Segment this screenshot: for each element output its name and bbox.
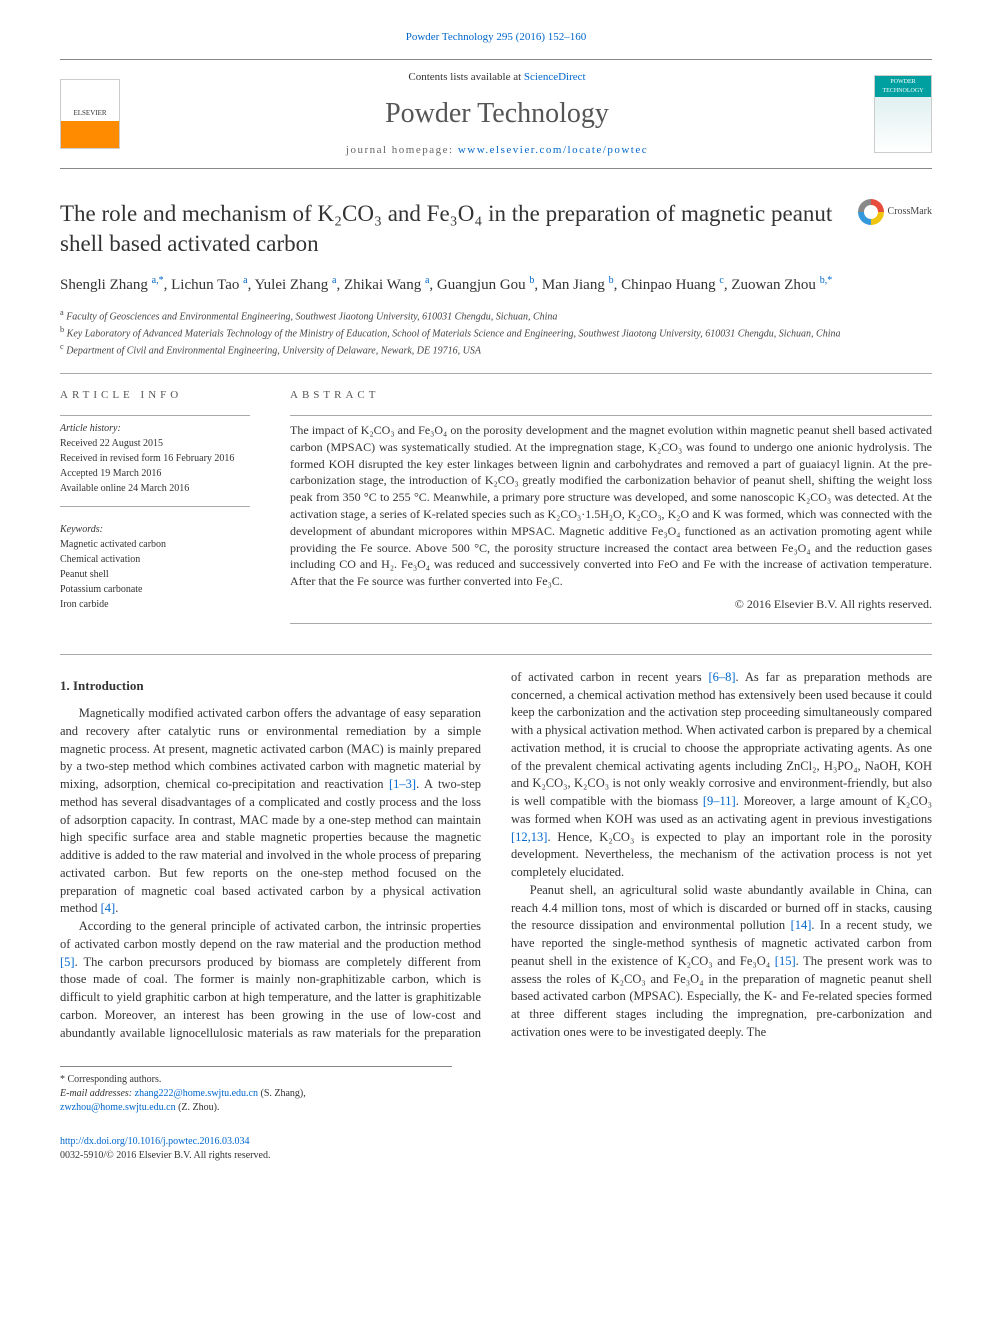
- journal-header: ELSEVIER Contents lists available at Sci…: [60, 59, 932, 169]
- keywords-label: Keywords:: [60, 523, 250, 537]
- article-body: 1. Introduction Magnetically modified ac…: [60, 669, 932, 1043]
- contents-prefix: Contents lists available at: [408, 71, 523, 83]
- title-row: The role and mechanism of K₂CO₃ and Fe₃O…: [60, 199, 932, 259]
- article-meta-row: ARTICLE INFO Article history: Received 2…: [60, 388, 932, 634]
- section-1-heading: 1. Introduction: [60, 677, 481, 695]
- p2e: . Hence, K₂CO₃ is expected to play an im…: [511, 830, 932, 880]
- history-item: Available online 24 March 2016: [60, 482, 250, 496]
- keyword-item: Chemical activation: [60, 553, 250, 567]
- abstract-block: ABSTRACT The impact of K₂CO₃ and Fe₃O₄ o…: [290, 388, 932, 634]
- header-center: Contents lists available at ScienceDirec…: [120, 70, 874, 158]
- doi-block: http://dx.doi.org/10.1016/j.powtec.2016.…: [60, 1135, 932, 1163]
- divider-top: [60, 373, 932, 374]
- email-link-1[interactable]: zhang222@home.swjtu.edu.cn: [135, 1088, 258, 1099]
- abstract-heading: ABSTRACT: [290, 388, 932, 403]
- sciencedirect-link[interactable]: ScienceDirect: [524, 71, 586, 83]
- abstract-text: The impact of K₂CO₃ and Fe₃O₄ on the por…: [290, 422, 932, 590]
- top-citation: Powder Technology 295 (2016) 152–160: [60, 30, 932, 45]
- contents-available-line: Contents lists available at ScienceDirec…: [120, 70, 874, 85]
- ref-link-9-11[interactable]: [9–11]: [703, 794, 736, 808]
- top-cit-pages: 295 (2016) 152–160: [496, 31, 586, 43]
- ref-link-6-8[interactable]: [6–8]: [708, 670, 735, 684]
- crossmark-icon: [858, 199, 884, 225]
- body-p3: Peanut shell, an agricultural solid wast…: [511, 882, 932, 1042]
- ref-link-14[interactable]: [14]: [791, 918, 812, 932]
- divider-abs: [290, 415, 932, 416]
- p2a: According to the general principle of ac…: [60, 919, 481, 951]
- elsevier-logo-icon: ELSEVIER: [60, 79, 120, 149]
- p1c: .: [115, 901, 118, 915]
- ref-link-4[interactable]: [4]: [101, 901, 116, 915]
- keywords-block: Keywords: Magnetic activated carbonChemi…: [60, 523, 250, 612]
- journal-name: Powder Technology: [120, 94, 874, 133]
- article-info-heading: ARTICLE INFO: [60, 388, 250, 403]
- body-p1: Magnetically modified activated carbon o…: [60, 705, 481, 918]
- footnotes-block: * Corresponding authors. E-mail addresse…: [60, 1066, 452, 1115]
- ref-link-15[interactable]: [15]: [775, 954, 796, 968]
- homepage-prefix: journal homepage:: [346, 144, 458, 156]
- keyword-list: Magnetic activated carbonChemical activa…: [60, 538, 250, 612]
- cover-body: [875, 97, 931, 152]
- ref-link-1-3[interactable]: [1–3]: [389, 777, 416, 791]
- author-list: Shengli Zhang a,*, Lichun Tao a, Yulei Z…: [60, 273, 932, 297]
- keyword-item: Magnetic activated carbon: [60, 538, 250, 552]
- ref-link-5[interactable]: [5]: [60, 955, 75, 969]
- abstract-copyright: © 2016 Elsevier B.V. All rights reserved…: [290, 596, 932, 613]
- issn-copyright-line: 0032-5910/© 2016 Elsevier B.V. All right…: [60, 1150, 270, 1161]
- journal-cover-thumbnail-icon: POWDER TECHNOLOGY: [874, 75, 932, 153]
- divider-abs-bottom: [290, 623, 932, 624]
- affiliation-list: a Faculty of Geosciences and Environment…: [60, 307, 932, 359]
- history-label: Article history:: [60, 422, 250, 436]
- email2-who: (Z. Zhou).: [176, 1102, 220, 1113]
- history-item: Received in revised form 16 February 201…: [60, 452, 250, 466]
- p1b: . A two-step method has several disadvan…: [60, 777, 481, 915]
- email-label: E-mail addresses:: [60, 1088, 135, 1099]
- keyword-item: Iron carbide: [60, 598, 250, 612]
- homepage-line: journal homepage: www.elsevier.com/locat…: [120, 143, 874, 158]
- article-title: The role and mechanism of K₂CO₃ and Fe₃O…: [60, 199, 858, 259]
- crossmark-label: CrossMark: [888, 205, 932, 219]
- top-citation-link[interactable]: Powder Technology 295 (2016) 152–160: [406, 31, 587, 43]
- history-item: Received 22 August 2015: [60, 437, 250, 451]
- p2c: . As far as preparation methods are conc…: [511, 670, 932, 808]
- email-line: E-mail addresses: zhang222@home.swjtu.ed…: [60, 1087, 452, 1115]
- corresponding-label: * Corresponding authors.: [60, 1073, 452, 1087]
- ref-link-12-13[interactable]: [12,13]: [511, 830, 547, 844]
- history-list: Received 22 August 2015Received in revis…: [60, 437, 250, 496]
- elsevier-logo-text: ELSEVIER: [73, 109, 106, 119]
- keyword-item: Peanut shell: [60, 568, 250, 582]
- keyword-item: Potassium carbonate: [60, 583, 250, 597]
- article-info-block: ARTICLE INFO Article history: Received 2…: [60, 388, 250, 634]
- history-item: Accepted 19 March 2016: [60, 467, 250, 481]
- crossmark-badge[interactable]: CrossMark: [858, 199, 932, 225]
- divider-info: [60, 415, 250, 416]
- homepage-link[interactable]: www.elsevier.com/locate/powtec: [458, 144, 648, 156]
- top-cit-journal: Powder Technology: [406, 31, 494, 43]
- email-link-2[interactable]: zwzhou@home.swjtu.edu.cn: [60, 1102, 176, 1113]
- doi-link[interactable]: http://dx.doi.org/10.1016/j.powtec.2016.…: [60, 1136, 250, 1147]
- divider-kw: [60, 506, 250, 507]
- email1-who: (S. Zhang),: [258, 1088, 306, 1099]
- divider-body: [60, 654, 932, 655]
- cover-label: POWDER TECHNOLOGY: [875, 76, 931, 97]
